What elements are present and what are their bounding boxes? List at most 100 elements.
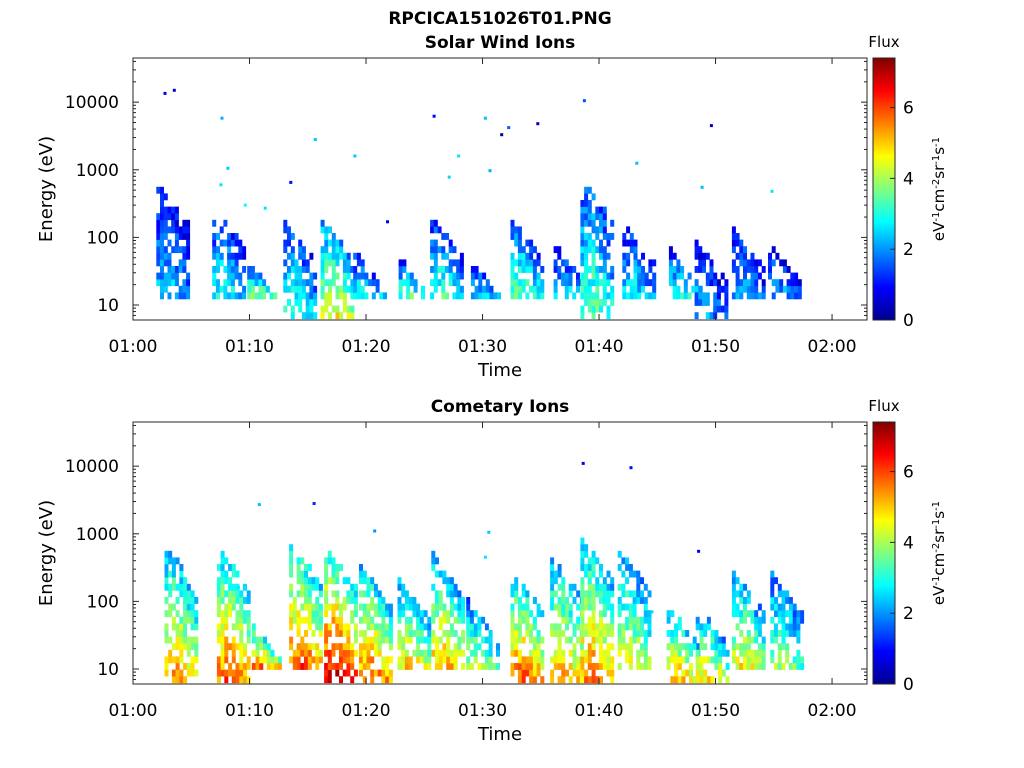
spectrogram-cell bbox=[397, 603, 402, 611]
spectrogram-cell bbox=[716, 279, 721, 287]
spectrogram-cell bbox=[514, 259, 519, 267]
spectrogram-dot bbox=[582, 99, 586, 103]
spectrogram-cell bbox=[228, 564, 233, 571]
spectrogram-cell bbox=[353, 272, 358, 280]
spectrogram-cell bbox=[243, 669, 247, 677]
spectrogram-dot bbox=[581, 461, 585, 465]
spectrogram-cell bbox=[510, 279, 515, 287]
spectrogram-cell bbox=[683, 285, 688, 293]
spectrogram-cell bbox=[373, 590, 378, 598]
spectrogram-cell bbox=[584, 272, 589, 280]
spectrogram-cell bbox=[423, 623, 428, 631]
spectrogram-cell bbox=[702, 299, 706, 306]
spectrogram-cell bbox=[342, 285, 347, 293]
spectrogram-cell bbox=[304, 643, 308, 651]
spectrogram-cell bbox=[335, 663, 340, 670]
spectrogram-cell bbox=[557, 649, 562, 657]
spectrogram-cell bbox=[521, 636, 526, 644]
spectrogram-cell bbox=[359, 663, 363, 670]
spectrogram-cell bbox=[381, 630, 386, 637]
spectrogram-cell bbox=[674, 636, 679, 644]
spectrogram-cell bbox=[298, 266, 303, 273]
spectrogram-cell bbox=[580, 630, 585, 637]
spectrogram-cell bbox=[591, 610, 596, 618]
spectrogram-cell bbox=[335, 570, 340, 578]
spectrogram-cell bbox=[731, 570, 736, 578]
spectrogram-cell bbox=[694, 312, 699, 320]
spectrogram-cell bbox=[606, 643, 611, 651]
spectrogram-cell bbox=[342, 669, 347, 677]
spectrogram-cell bbox=[489, 285, 494, 293]
spectrogram-cell bbox=[182, 219, 187, 227]
spectrogram-cell bbox=[179, 643, 184, 651]
colorbar-tick-label: 2 bbox=[903, 240, 914, 260]
spectrogram-cell bbox=[568, 636, 573, 644]
figure-title: RPCICA151026T01.PNG bbox=[388, 9, 611, 29]
spectrogram-cell bbox=[540, 676, 545, 684]
spectrogram-cell bbox=[360, 272, 365, 280]
spectrogram-cell bbox=[423, 636, 428, 644]
spectrogram-cell bbox=[670, 610, 675, 618]
spectrogram-dot bbox=[353, 154, 357, 158]
x-tick-label: 01:40 bbox=[575, 337, 624, 357]
spectrogram-cell bbox=[510, 266, 515, 273]
spectrogram-cell bbox=[587, 630, 592, 637]
spectrogram-cell bbox=[183, 597, 188, 604]
spectrogram-cell bbox=[359, 643, 363, 651]
spectrogram-cell bbox=[324, 636, 329, 644]
spectrogram-cell bbox=[438, 623, 443, 631]
spectrogram-cell bbox=[469, 623, 474, 631]
spectrogram-cell bbox=[366, 590, 371, 598]
spectrogram-cell bbox=[251, 630, 256, 637]
spectrogram-cell bbox=[431, 557, 436, 565]
spectrogram-cell bbox=[331, 610, 336, 618]
cometary-x-label: Time bbox=[477, 724, 522, 745]
spectrogram-cell bbox=[171, 577, 176, 585]
spectrogram-cell bbox=[438, 636, 443, 644]
spectrogram-cell bbox=[168, 550, 173, 558]
spectrogram-cell bbox=[735, 272, 740, 280]
spectrogram-cell bbox=[761, 610, 766, 618]
spectrogram-dot bbox=[483, 116, 487, 120]
spectrogram-cell bbox=[224, 636, 229, 644]
spectrogram-cell bbox=[591, 272, 596, 280]
spectrogram-cell bbox=[446, 643, 451, 651]
spectrogram-cell bbox=[353, 252, 358, 260]
spectrogram-cell bbox=[716, 285, 721, 293]
spectrogram-dot bbox=[220, 116, 224, 120]
spectrogram-cell bbox=[521, 603, 526, 611]
spectrogram-cell bbox=[402, 279, 407, 287]
spectrogram-cell bbox=[757, 643, 762, 651]
spectrogram-cell bbox=[300, 636, 305, 644]
spectrogram-cell bbox=[580, 252, 585, 260]
spectrogram-cell bbox=[580, 550, 585, 558]
spectrogram-cell bbox=[629, 239, 634, 247]
spectrogram-cell bbox=[171, 669, 176, 677]
spectrogram-cell bbox=[311, 610, 316, 618]
spectrogram-cell bbox=[430, 226, 435, 234]
spectrogram-cell bbox=[289, 656, 294, 664]
spectrogram-cell bbox=[258, 292, 263, 300]
spectrogram-cell bbox=[331, 590, 336, 598]
spectrogram-cell bbox=[628, 564, 633, 571]
spectrogram-cell bbox=[160, 186, 164, 194]
spectrogram-cell bbox=[461, 616, 466, 624]
spectrogram-cell bbox=[735, 239, 740, 247]
spectrogram-cell bbox=[557, 597, 562, 604]
spectrogram-cell bbox=[750, 285, 755, 293]
spectrogram-cell bbox=[290, 279, 295, 287]
spectrogram-cell bbox=[553, 279, 558, 287]
spectrogram-cell bbox=[346, 259, 351, 267]
spectrogram-cell bbox=[296, 643, 301, 651]
spectrogram-cell bbox=[311, 583, 316, 591]
spectrogram-cell bbox=[606, 590, 611, 598]
spectrogram-cell bbox=[313, 299, 318, 306]
spectrogram-cell bbox=[754, 266, 759, 273]
spectrogram-cell bbox=[346, 663, 351, 670]
spectrogram-cell bbox=[721, 643, 726, 651]
spectrogram-cell bbox=[724, 279, 729, 287]
spectrogram-cell bbox=[163, 213, 168, 221]
spectrogram-cell bbox=[599, 643, 603, 651]
spectrogram-cell bbox=[254, 279, 259, 287]
spectrogram-cell bbox=[622, 252, 627, 260]
